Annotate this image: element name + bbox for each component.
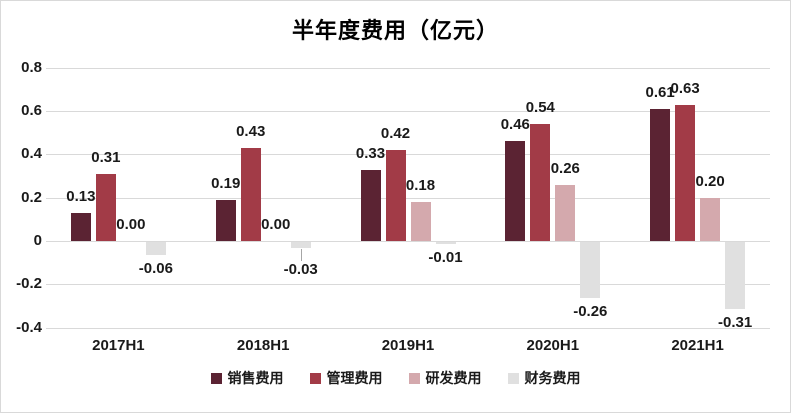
bar-value-label: 0.33 (355, 144, 386, 162)
bar-value-label: 0.54 (525, 99, 555, 117)
legend-swatch-sales-expense (210, 373, 222, 384)
gridline (46, 154, 770, 156)
legend-item-sales-expense: 销售费用 (210, 368, 284, 388)
bar-value-label: 0.26 (550, 159, 580, 177)
bar-value-label: 0.43 (236, 122, 266, 140)
bar-rnd-expense (410, 202, 431, 241)
legend-label-rnd-expense: 研发费用 (425, 370, 482, 386)
bar-admin-expense (95, 173, 116, 241)
y-axis-tick-label: 0.6 (21, 102, 42, 120)
bar-finance-expense (290, 242, 311, 249)
gridline (46, 67, 770, 69)
bar-rnd-expense (555, 184, 576, 241)
bar-admin-expense (675, 104, 696, 241)
legend-swatch-rnd-expense (408, 373, 420, 384)
gridline (46, 197, 770, 199)
legend-label-finance-expense: 财务费用 (524, 370, 581, 386)
bar-value-label: -0.31 (717, 314, 753, 332)
legend-label-sales-expense: 销售费用 (227, 370, 284, 386)
bar-value-label: 0.00 (116, 216, 146, 233)
x-axis-tick-label: 2017H1 (92, 337, 145, 354)
legend-swatch-admin-expense (309, 373, 321, 384)
bar-value-label: 0.63 (670, 79, 700, 97)
y-axis-tick-label: 0.2 (21, 188, 42, 206)
bar-admin-expense (530, 124, 551, 241)
bar-sales-expense (360, 169, 381, 241)
x-axis-tick-label: 2018H1 (236, 337, 290, 354)
gridline (46, 327, 770, 329)
bar-sales-expense (70, 212, 91, 241)
bar-sales-expense (505, 141, 526, 241)
legend: 销售费用 管理费用 研发费用 财务费用 (0, 368, 791, 388)
bar-finance-expense (580, 242, 601, 299)
legend-label-admin-expense: 管理费用 (326, 370, 383, 386)
bar-value-label: 0.42 (380, 125, 411, 143)
gridline (46, 284, 770, 286)
x-axis-tick-label: 2021H1 (671, 337, 724, 354)
bar-value-label: -0.03 (283, 261, 318, 278)
bar-rnd-expense (700, 197, 721, 241)
y-axis-tick-label: 0.8 (21, 58, 42, 76)
gridline (46, 111, 770, 113)
chart-title: 半年度费用（亿元） (291, 18, 499, 43)
x-axis-tick-label: 2020H1 (526, 337, 580, 354)
bar-finance-expense (145, 242, 166, 255)
bar-value-label: 0.18 (405, 177, 436, 195)
x-axis-tick-label: 2019H1 (381, 337, 435, 354)
bar-value-label: -0.01 (428, 249, 463, 267)
bar-value-label: 0.61 (645, 83, 675, 101)
legend-swatch-finance-expense (507, 373, 519, 384)
y-axis-tick-label: 0 (33, 232, 42, 249)
bar-value-label: 0.00 (261, 216, 291, 233)
bar-admin-expense (240, 147, 261, 241)
legend-item-admin-expense: 管理费用 (309, 368, 383, 388)
bar-admin-expense (385, 150, 406, 241)
bar-value-label: -0.06 (138, 259, 173, 277)
label-leader-line (300, 249, 302, 261)
y-axis-tick-label: -0.4 (16, 318, 42, 336)
legend-item-rnd-expense: 研发费用 (408, 368, 482, 388)
y-axis-tick-label: -0.2 (16, 275, 42, 293)
bar-value-label: 0.19 (211, 174, 241, 192)
bar-sales-expense (215, 199, 236, 241)
bar-finance-expense (725, 242, 746, 310)
bar-value-label: 0.31 (91, 148, 121, 166)
bar-value-label: 0.46 (500, 116, 530, 134)
bar-finance-expense (435, 242, 456, 245)
bar-value-label: -0.26 (573, 303, 608, 321)
legend-item-finance-expense: 财务费用 (507, 368, 581, 388)
bar-value-label: 0.20 (695, 172, 725, 190)
gridline (46, 241, 770, 242)
bar-sales-expense (650, 108, 671, 241)
y-axis-tick-label: 0.4 (21, 145, 42, 163)
bar-value-label: 0.13 (66, 187, 96, 205)
